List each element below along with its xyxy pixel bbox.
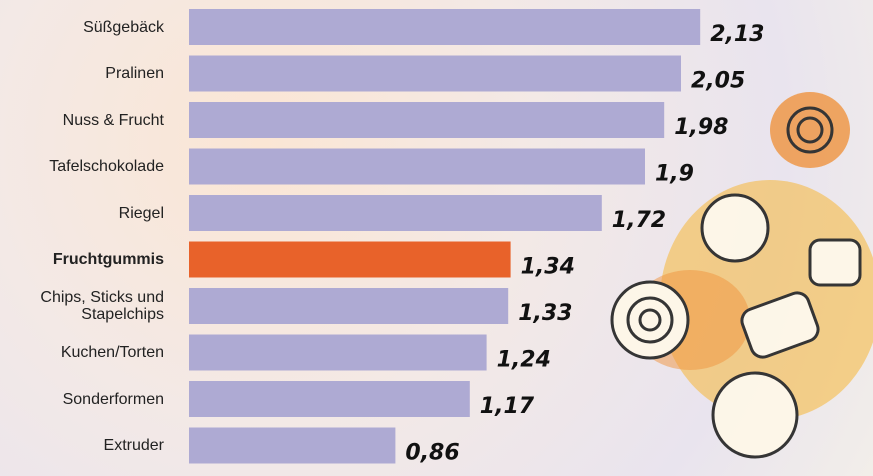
value-label: 1,98	[674, 115, 728, 140]
category-label: Extruder	[4, 437, 164, 454]
bar	[189, 335, 487, 371]
value-label: 1,17	[480, 394, 535, 419]
category-label: Nuss & Frucht	[4, 112, 164, 129]
bar	[189, 195, 602, 231]
bar	[189, 102, 664, 138]
value-label: 2,13	[710, 22, 764, 47]
bar	[189, 288, 508, 324]
category-label: Süßgebäck	[4, 19, 164, 36]
bar	[189, 242, 511, 278]
bar	[189, 9, 700, 45]
category-label: Fruchtgummis	[4, 251, 164, 268]
chart: 2,132,051,981,91,721,341,331,241,170,86 …	[0, 0, 873, 476]
value-label: 2,05	[691, 69, 745, 94]
category-label: Tafelschokolade	[4, 158, 164, 175]
value-label: 0,86	[405, 441, 459, 466]
category-label: Pralinen	[4, 65, 164, 82]
category-label: Kuchen/Torten	[4, 344, 164, 361]
bar	[189, 428, 395, 464]
category-label: Chips, Sticks und Stapelchips	[4, 289, 164, 323]
value-label: 1,33	[518, 301, 572, 326]
bar	[189, 381, 470, 417]
decoration	[612, 92, 873, 457]
bar	[189, 56, 681, 92]
bar	[189, 149, 645, 185]
value-label: 1,24	[497, 348, 551, 373]
category-label: Riegel	[4, 205, 164, 222]
value-label: 1,34	[521, 255, 575, 280]
value-label: 1,72	[612, 208, 666, 233]
value-label: 1,9	[655, 162, 694, 187]
category-label: Sonderformen	[4, 391, 164, 408]
